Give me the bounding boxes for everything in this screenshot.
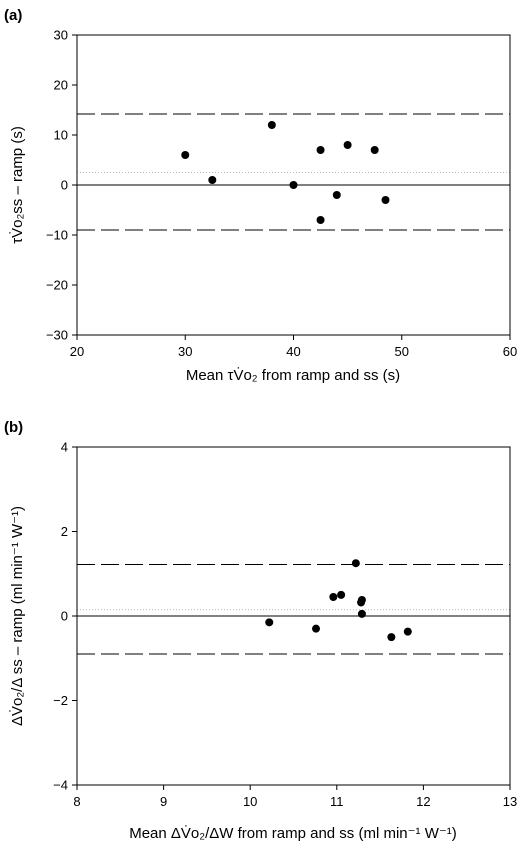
data-point bbox=[387, 633, 396, 642]
x-tick-label: 30 bbox=[178, 344, 192, 359]
x-tick-label: 12 bbox=[416, 794, 430, 809]
data-point bbox=[370, 146, 379, 154]
data-point bbox=[181, 151, 190, 159]
data-point bbox=[208, 176, 217, 184]
y-tick-label: 10 bbox=[54, 128, 68, 143]
data-point bbox=[337, 590, 346, 599]
y-tick-label: 0 bbox=[61, 609, 68, 624]
panel-label-b: (b) bbox=[4, 419, 23, 436]
points-b bbox=[265, 559, 412, 642]
y-axis-label-a: τV̇o₂ss – ramp (s) bbox=[9, 126, 26, 244]
reference-lines-a bbox=[77, 113, 510, 231]
data-point bbox=[403, 627, 412, 636]
x-axis-label-a: Mean τV̇o₂ from ramp and ss (s) bbox=[186, 367, 400, 384]
data-point bbox=[351, 559, 360, 568]
y-axis-label-b: ΔV̇o₂/Δ ss – ramp (ml min⁻¹ W⁻¹) bbox=[9, 506, 26, 726]
data-point bbox=[267, 121, 276, 129]
y-tick-label: −20 bbox=[46, 278, 68, 293]
x-tick-label: 60 bbox=[503, 344, 517, 359]
data-point bbox=[332, 191, 341, 199]
y-tick-label: 2 bbox=[61, 524, 68, 539]
ticks-b: 4 2 0 −2 −4 8 9 10 11 12 13 bbox=[53, 440, 517, 810]
x-tick-label: 8 bbox=[73, 794, 80, 809]
data-point bbox=[316, 216, 325, 224]
y-tick-label: 30 bbox=[54, 28, 68, 43]
x-tick-label: 10 bbox=[243, 794, 257, 809]
y-tick-label: 4 bbox=[61, 440, 68, 455]
panel-label-a: (a) bbox=[4, 7, 22, 24]
data-point bbox=[357, 609, 366, 618]
y-tick-label: −10 bbox=[46, 228, 68, 243]
x-tick-label: 40 bbox=[286, 344, 300, 359]
data-point bbox=[381, 196, 390, 204]
x-tick-label: 9 bbox=[160, 794, 167, 809]
data-point bbox=[312, 624, 321, 633]
x-tick-label: 13 bbox=[503, 794, 517, 809]
x-tick-label: 11 bbox=[330, 794, 344, 809]
points-a bbox=[181, 121, 390, 224]
panel-b: (b) 4 2 0 −2 −4 8 9 10 11 12 13 Mean ΔV̇o₂/ΔW from… bbox=[4, 419, 517, 842]
x-tick-label: 50 bbox=[395, 344, 409, 359]
x-tick-label: 20 bbox=[70, 344, 84, 359]
y-tick-label: 0 bbox=[61, 178, 68, 193]
data-point bbox=[343, 141, 352, 149]
y-tick-label: −2 bbox=[53, 693, 68, 708]
data-point bbox=[265, 618, 274, 627]
data-point bbox=[316, 146, 325, 154]
y-tick-label: −30 bbox=[46, 328, 68, 343]
reference-lines-b bbox=[77, 563, 510, 655]
x-axis-label-b: Mean ΔV̇o₂/ΔW from ramp and ss (ml min⁻¹… bbox=[129, 825, 457, 842]
data-point bbox=[357, 595, 366, 604]
y-tick-label: −4 bbox=[53, 778, 68, 793]
y-tick-label: 20 bbox=[54, 78, 68, 93]
data-point bbox=[329, 592, 338, 601]
data-point bbox=[289, 181, 298, 189]
